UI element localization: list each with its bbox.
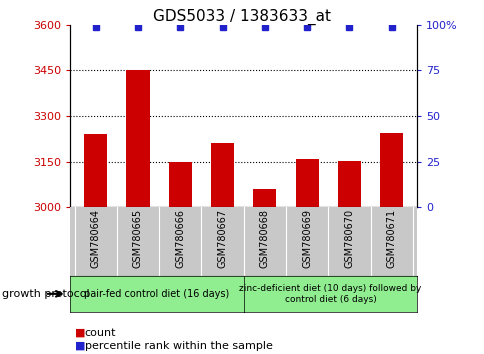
Text: ■: ■	[75, 341, 86, 351]
Text: GSM780671: GSM780671	[386, 209, 396, 268]
Text: percentile rank within the sample: percentile rank within the sample	[85, 341, 272, 351]
Text: GSM780665: GSM780665	[133, 209, 143, 268]
Text: GSM780669: GSM780669	[302, 209, 312, 268]
Text: GSM780664: GSM780664	[91, 209, 101, 268]
Bar	[211, 143, 234, 207]
Text: zinc-deficient diet (10 days) followed by
control diet (6 days): zinc-deficient diet (10 days) followed b…	[239, 284, 421, 303]
Text: GSM780666: GSM780666	[175, 209, 185, 268]
Bar	[168, 161, 192, 207]
Bar	[337, 161, 360, 207]
Bar	[295, 159, 318, 207]
Text: GSM780667: GSM780667	[217, 209, 227, 268]
Bar	[253, 189, 276, 207]
Text: pair-fed control diet (16 days): pair-fed control diet (16 days)	[84, 289, 229, 299]
Text: growth protocol: growth protocol	[2, 289, 90, 299]
Bar	[126, 70, 149, 207]
Bar	[84, 134, 107, 207]
Text: GDS5033 / 1383633_at: GDS5033 / 1383633_at	[153, 9, 331, 25]
Text: GSM780670: GSM780670	[344, 209, 354, 268]
Text: GSM780668: GSM780668	[259, 209, 269, 268]
Text: count: count	[85, 328, 116, 338]
Text: ■: ■	[75, 328, 86, 338]
Bar	[379, 133, 403, 207]
